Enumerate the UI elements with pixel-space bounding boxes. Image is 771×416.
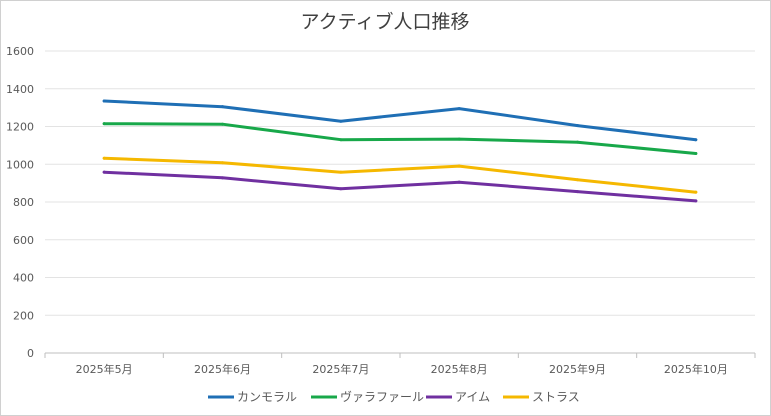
series-lines [102, 99, 698, 203]
data-point [221, 176, 224, 180]
y-axis: 0 200 400 600 800 1000 1200 1400 1600 [6, 45, 34, 360]
data-point [102, 170, 106, 174]
y-tick-label: 1200 [6, 121, 34, 134]
data-point [576, 124, 579, 128]
y-tick-label: 0 [27, 347, 34, 360]
series-line-1 [102, 99, 698, 142]
y-tick-label: 1600 [6, 45, 34, 58]
data-point [457, 107, 461, 111]
series-line-4 [102, 156, 698, 194]
series-line-2 [102, 122, 698, 155]
data-point [694, 151, 698, 155]
data-point [576, 190, 579, 194]
data-point [576, 140, 579, 144]
legend-label: ストラス [532, 390, 580, 404]
series-line-3 [102, 170, 698, 203]
data-point [221, 122, 224, 126]
legend-label: ヴァラファール [340, 389, 424, 404]
y-tick-label: 400 [13, 272, 34, 285]
x-tick-label: 2025年9月 [549, 362, 606, 376]
data-point [339, 170, 343, 174]
x-tick-label: 2025年5月 [76, 362, 133, 376]
data-point [339, 138, 343, 142]
data-point [221, 161, 224, 165]
y-tick-label: 600 [13, 234, 34, 247]
y-tick-label: 1400 [6, 83, 34, 96]
legend-label: カンモラル [237, 390, 297, 404]
y-tick-label: 200 [13, 309, 34, 322]
data-point [694, 138, 698, 142]
data-point [339, 119, 343, 123]
legend: カンモラル ヴァラファール アイム ストラス [208, 389, 580, 404]
data-point [576, 178, 579, 182]
data-point [102, 99, 106, 103]
data-point [339, 187, 343, 191]
x-tick-label: 2025年7月 [312, 362, 369, 376]
data-point [102, 122, 106, 126]
y-tick-label: 800 [13, 196, 34, 209]
y-tick-label: 1000 [6, 158, 34, 171]
chart-title: アクティブ人口推移 [301, 10, 470, 33]
x-tick-label: 2025年10月 [664, 362, 728, 376]
data-point [457, 180, 461, 184]
x-tick-label: 2025年8月 [431, 362, 488, 376]
data-point [694, 190, 698, 194]
x-axis: 2025年5月 2025年6月 2025年7月 2025年8月 2025年9月 2025年… [44, 353, 756, 376]
data-point [457, 137, 461, 141]
data-point [457, 164, 461, 168]
data-point [694, 199, 698, 203]
data-point [102, 156, 106, 160]
data-point [221, 105, 224, 109]
x-tick-label: 2025年6月 [194, 362, 251, 376]
gridlines [45, 50, 755, 354]
legend-label: アイム [455, 390, 490, 404]
